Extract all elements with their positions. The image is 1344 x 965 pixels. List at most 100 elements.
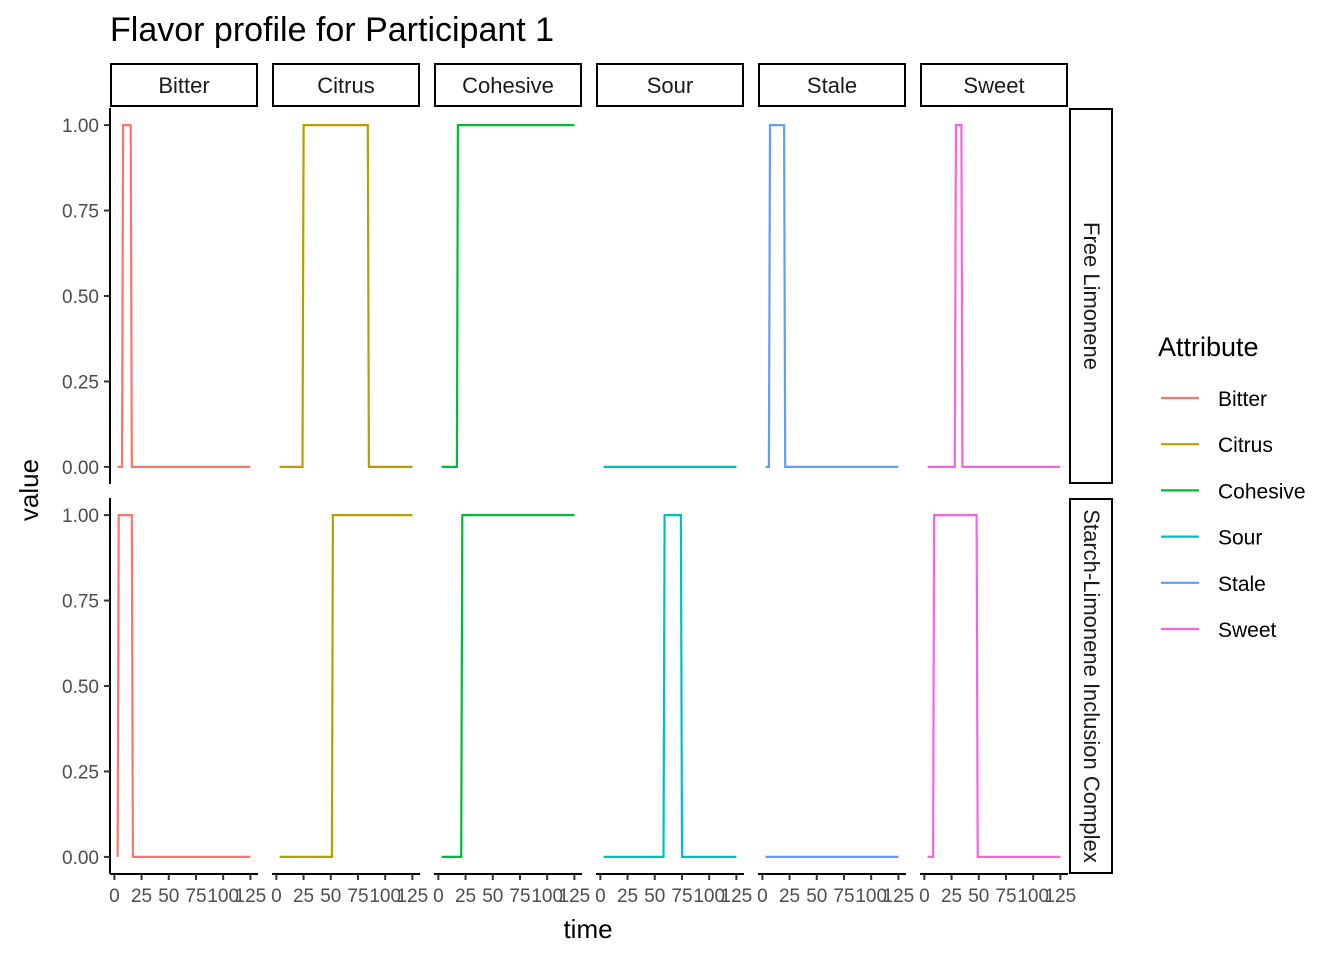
legend-item-citrus: Citrus	[1161, 434, 1273, 457]
facet-strip-label: Citrus	[317, 73, 374, 98]
series-line-cohesive-row-1	[441, 513, 575, 859]
x-tick-label: 125	[883, 886, 915, 907]
y-tick-label: 1.00	[62, 116, 99, 137]
legend-item-bitter: Bitter	[1161, 388, 1267, 411]
x-tick-label: 100	[855, 886, 887, 907]
facet-strip-label: Stale	[807, 73, 857, 98]
x-tick-label: 25	[131, 886, 152, 907]
x-tick-label: 0	[757, 886, 768, 907]
facet-strip-label: Sweet	[963, 73, 1024, 98]
x-tick-label: 25	[617, 886, 638, 907]
facet-strip-box	[110, 63, 258, 107]
x-tick-label: 125	[1045, 886, 1077, 907]
facet-strip-label: Bitter	[158, 73, 209, 98]
row-strip-0: Free Limonene	[1069, 108, 1113, 484]
series-line-bitter-row-1	[116, 513, 251, 859]
y-axis-row-0: 0.00 0.25 0.50 0.75 1.00	[62, 108, 111, 484]
facet-strip-label: Sour	[647, 73, 693, 98]
row-strip-1: Starch-Limonene Inclusion Complex	[1069, 498, 1113, 874]
chart-title: Flavor profile for Participant 1	[110, 11, 554, 49]
x-tick-label: 0	[919, 886, 930, 907]
series-line-bitter-row-0	[117, 123, 251, 468]
facet-strip-sweet: Sweet	[920, 63, 1068, 107]
y-axis-row-1: 0.00 0.25 0.50 0.75 1.00	[62, 498, 111, 874]
facet-strip-box	[272, 63, 420, 107]
y-tick-label: 0.50	[62, 287, 99, 308]
x-tick-label: 75	[347, 886, 368, 907]
x-tick-label: 50	[644, 886, 665, 907]
series-line-citrus-row-0	[279, 123, 413, 468]
row-strip-box	[1069, 108, 1113, 484]
facet-strip-sour: Sour	[596, 63, 744, 107]
facet-strip-box	[434, 63, 582, 107]
legend-label: Sour	[1218, 527, 1262, 550]
series-line-sweet-row-1	[927, 513, 1061, 859]
x-tick-label: 50	[158, 886, 179, 907]
x-tick-label: 25	[779, 886, 800, 907]
x-tick-label: 100	[369, 886, 401, 907]
y-tick-label: 0.00	[62, 848, 99, 869]
facet-strip-box	[920, 63, 1068, 107]
series-line-cohesive-row-0	[441, 123, 575, 468]
x-tick-label: 75	[509, 886, 530, 907]
x-tick-label: 100	[1017, 886, 1049, 907]
y-tick-label: 0.50	[62, 677, 99, 698]
series-line-citrus-row-1	[279, 513, 413, 859]
legend-label: Citrus	[1218, 434, 1273, 457]
x-tick-label: 125	[721, 886, 753, 907]
facet-strip-citrus: Citrus	[272, 63, 420, 107]
x-tick-label: 50	[968, 886, 989, 907]
legend-title: Attribute	[1158, 332, 1259, 362]
y-tick-label: 0.25	[62, 762, 99, 783]
x-tick-label: 125	[397, 886, 429, 907]
panels-layer: Bitter Citrus Cohesive Sour Stale Sweet Free L…	[62, 63, 1113, 907]
x-tick-label: 50	[482, 886, 503, 907]
y-axis-title: value	[14, 459, 44, 521]
x-tick-label: 50	[806, 886, 827, 907]
row-strip-label: Starch-Limonene Inclusion Complex	[1079, 509, 1104, 862]
legend-label: Cohesive	[1218, 480, 1306, 503]
y-tick-label: 0.75	[62, 202, 99, 223]
y-tick-label: 0.00	[62, 458, 99, 479]
row-strip-label: Free Limonene	[1079, 222, 1104, 370]
x-tick-label: 100	[531, 886, 563, 907]
y-tick-label: 1.00	[62, 506, 99, 527]
series-line-sweet-row-0	[927, 123, 1061, 468]
x-tick-label: 0	[271, 886, 282, 907]
x-tick-label: 0	[109, 886, 120, 907]
series-line-stale-row-0	[765, 123, 899, 468]
legend-item-stale: Stale	[1161, 573, 1266, 596]
legend-item-sweet: Sweet	[1161, 619, 1277, 642]
facet-strip-box	[596, 63, 744, 107]
y-tick-label: 0.25	[62, 372, 99, 393]
facet-strip-cohesive: Cohesive	[434, 63, 582, 107]
x-tick-label: 75	[185, 886, 206, 907]
legend-label: Bitter	[1218, 388, 1267, 411]
x-tick-label: 100	[693, 886, 725, 907]
legend: Attribute Bitter Citrus Cohesive Sour Stale S…	[1158, 332, 1306, 642]
legend-item-cohesive: Cohesive	[1161, 480, 1306, 503]
x-tick-label: 125	[235, 886, 267, 907]
legend-item-sour: Sour	[1161, 527, 1262, 550]
facet-strip-box	[758, 63, 906, 107]
x-tick-label: 50	[320, 886, 341, 907]
x-axis-title: time	[563, 914, 612, 944]
series-line-sour-row-1	[603, 513, 737, 859]
x-tick-label: 0	[433, 886, 444, 907]
legend-label: Sweet	[1218, 619, 1277, 642]
x-tick-label: 25	[941, 886, 962, 907]
facet-strip-label: Cohesive	[462, 73, 554, 98]
row-strip-box	[1069, 498, 1113, 874]
x-tick-label: 100	[207, 886, 239, 907]
x-tick-label: 25	[455, 886, 476, 907]
legend-label: Stale	[1218, 573, 1266, 596]
x-tick-label: 75	[995, 886, 1016, 907]
